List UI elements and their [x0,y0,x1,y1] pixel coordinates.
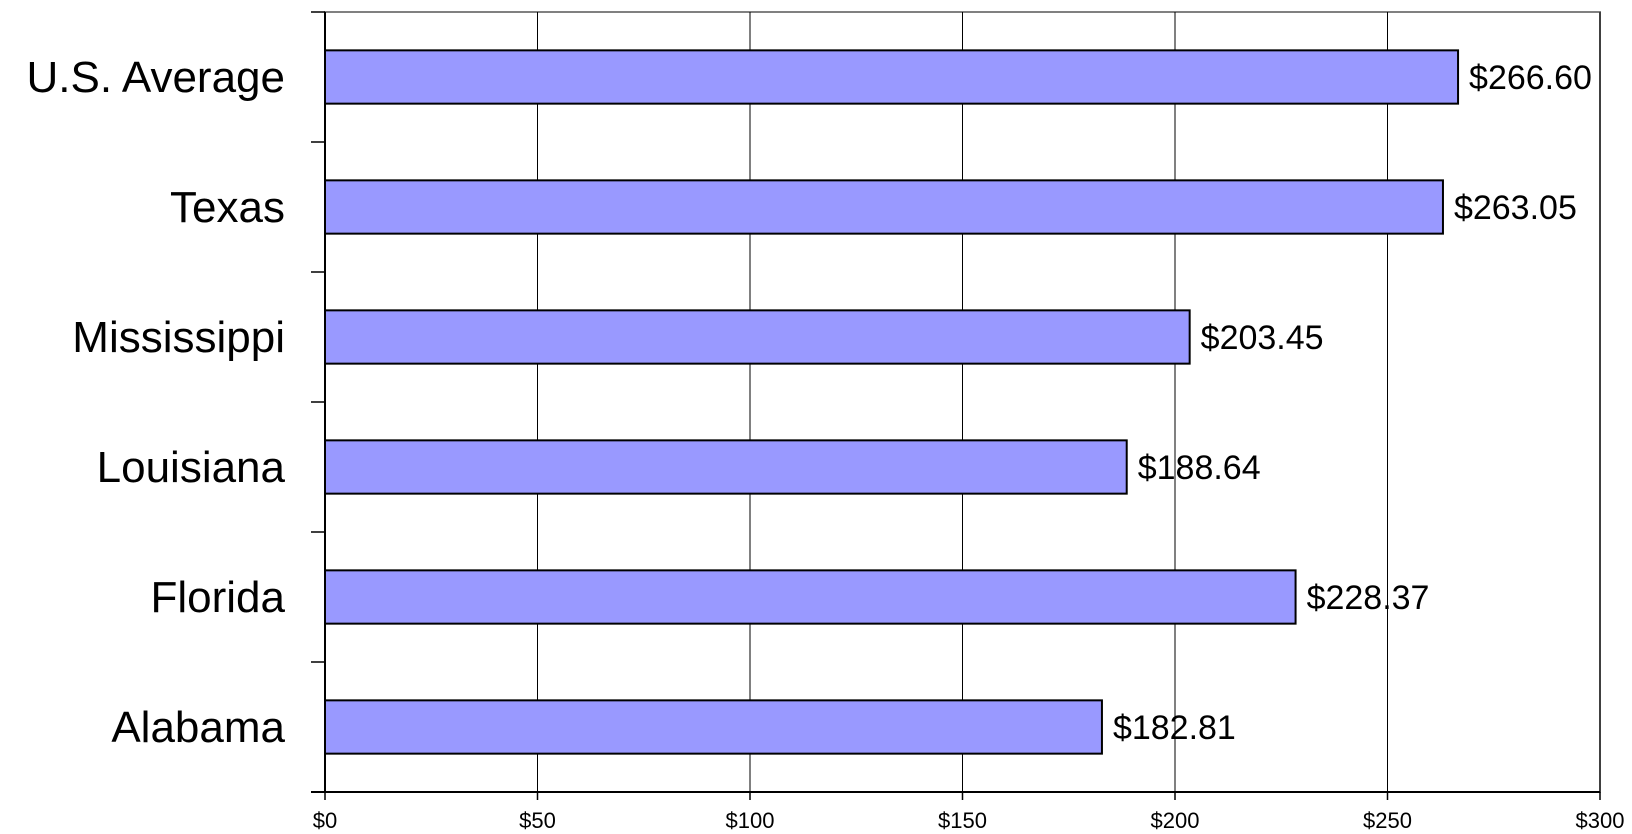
grid-lines [324,11,1601,793]
bars [324,49,1460,755]
bar-texas [324,179,1444,235]
category-label: Florida [151,573,286,622]
x-tick-label: $150 [938,808,987,833]
x-tick-label: $250 [1363,808,1412,833]
x-tick-label: $200 [1151,808,1200,833]
x-tick-label: $50 [519,808,556,833]
bar-louisiana [324,439,1128,495]
data-label: $263.05 [1454,189,1577,227]
bar-alabama [324,699,1103,755]
data-label: $188.64 [1138,449,1261,487]
x-tick-label: $300 [1576,808,1625,833]
category-label: U.S. Average [27,53,285,102]
category-label: Louisiana [97,443,286,492]
category-label: Texas [170,183,285,232]
bar-u-s-average [324,49,1460,105]
axes [311,11,1601,800]
category-label: Alabama [111,703,285,752]
x-tick-label: $0 [313,808,337,833]
bar-mississippi [324,309,1191,365]
data-label: $182.81 [1113,709,1236,747]
data-label: $266.60 [1469,59,1592,97]
bar-florida [324,569,1297,625]
x-tick-label: $100 [726,808,775,833]
category-label: Mississippi [72,313,285,362]
data-label: $228.37 [1307,579,1430,617]
labels: $0 $50 $100 $150 $200 $250 $300 U.S. Average $26… [27,53,1625,833]
data-label: $203.45 [1201,319,1324,357]
